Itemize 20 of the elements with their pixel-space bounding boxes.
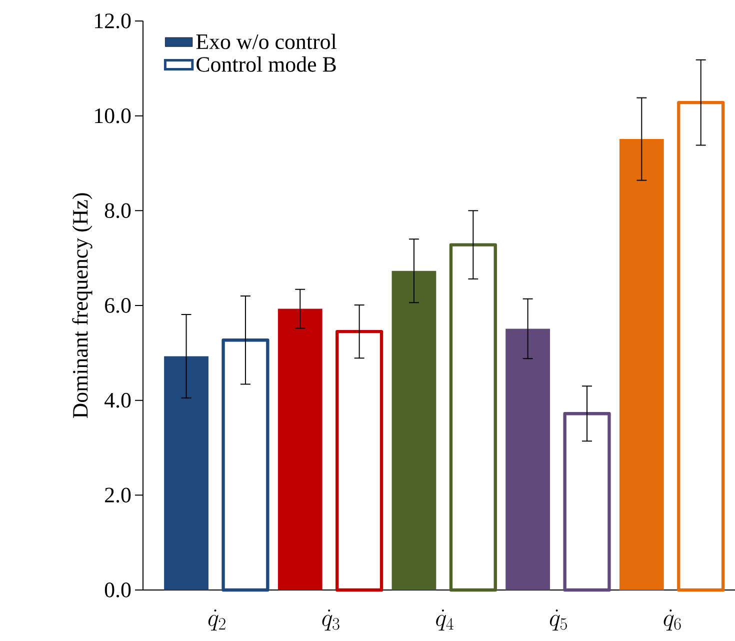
bar [506, 328, 550, 590]
y-axis-title: Dominant frequency (Hz) [72, 193, 92, 418]
y-tick-label: 0.0 [104, 582, 131, 598]
bar [164, 356, 208, 590]
x-tick-label: $\dot{q}_{4}$ [436, 609, 454, 631]
legend-label: Exo w/o control [196, 34, 336, 50]
bar [278, 308, 322, 590]
y-tick-label: 6.0 [105, 298, 131, 313]
x-tick-label: $\dot{q}_{5}$ [550, 609, 567, 631]
y-tick-label: 4.0 [104, 392, 131, 408]
y-tick-label: 8.0 [104, 203, 131, 218]
x-tick-label: $\dot{q}_{6}$ [664, 609, 681, 631]
y-tick-label: 10.0 [95, 108, 131, 124]
y-tick-label: 2.0 [105, 488, 131, 503]
x-tick-label: $\dot{q}_{3}$ [322, 609, 340, 631]
bar [619, 139, 664, 590]
y-tick-label: 12.0 [95, 14, 131, 28]
legend-label: Control mode B [196, 56, 336, 72]
bar [392, 270, 436, 590]
x-tick-label: $\dot{q}_{2}$ [208, 609, 226, 631]
